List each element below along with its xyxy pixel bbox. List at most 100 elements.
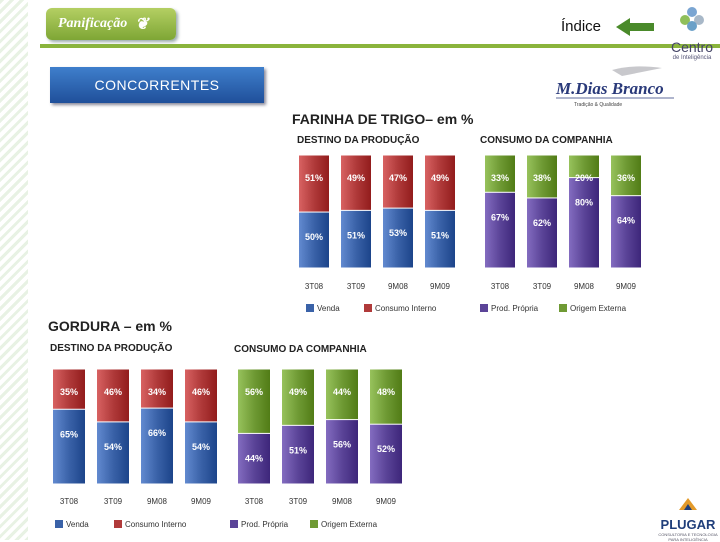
plugar-logo: PLUGAR CONSULTORIA E TECNOLOGIA PARA INT…: [656, 496, 720, 542]
bar-gordura-consumo-prod_propria-9M09: [370, 424, 402, 484]
flower-logo-icon: [680, 7, 704, 31]
bar-label-farinha-consumo-origem_externa-3T09: 38%: [533, 173, 551, 183]
bar-farinha-consumo-prod_propria-9M09: [611, 196, 641, 268]
bar-gordura-destino-venda-3T08: [53, 409, 85, 484]
section-tab-panificacao[interactable]: Panificação ❦: [46, 8, 176, 40]
bar-farinha-consumo-origem_externa-3T08: [485, 155, 515, 192]
tick-label-farinha-consumo-9M08: 9M08: [574, 282, 595, 291]
brand-logo-text: M.Dias Branco: [555, 79, 664, 98]
legend-label-farinha-origem_externa: Origem Externa: [570, 304, 627, 313]
back-arrow-icon[interactable]: [614, 16, 658, 38]
bar-farinha-destino-consumo_interno-3T08: [299, 155, 329, 212]
panel-subtitle-farinha-consumo: CONSUMO DA COMPANHIA: [480, 135, 613, 146]
section-tab-label: Panificação: [58, 16, 128, 31]
decorative-strip: [0, 0, 28, 540]
plugar-logo-sub: CONSULTORIA E TECNOLOGIA PARA INTELIGÊNC…: [658, 532, 718, 542]
bar-label-gordura-consumo-origem_externa-3T09: 49%: [289, 387, 307, 397]
bar-farinha-consumo-prod_propria-3T08: [485, 192, 515, 268]
brand-tagline: Tradição & Qualidade: [574, 102, 622, 108]
bar-label-gordura-destino-consumo_interno-9M08: 34%: [148, 387, 166, 397]
chart-title-farinha: FARINHA DE TRIGO– em %: [292, 111, 474, 127]
header-divider: [40, 44, 720, 48]
centro-logo-sub: de Inteligência: [672, 55, 712, 61]
tick-label-farinha-consumo-3T09: 3T09: [533, 282, 552, 291]
bar-label-farinha-destino-venda-3T08: 50%: [305, 232, 323, 242]
legend-swatch-farinha-venda: [306, 304, 314, 312]
bar-gordura-destino-venda-9M08: [141, 408, 173, 484]
slide-title-banner: CONCORRENTES: [50, 67, 264, 103]
legend-swatch-gordura-consumo_interno: [114, 520, 122, 528]
tick-label-gordura-consumo-9M09: 9M09: [376, 497, 397, 506]
tick-label-farinha-destino-3T09: 3T09: [347, 282, 366, 291]
legend-swatch-gordura-origem_externa: [310, 520, 318, 528]
bar-farinha-destino-consumo_interno-3T09: [341, 155, 371, 210]
legend-swatch-farinha-prod_propria: [480, 304, 488, 312]
bar-gordura-consumo-prod_propria-9M08: [326, 420, 358, 484]
bar-gordura-consumo-origem_externa-9M09: [370, 369, 402, 424]
bar-label-farinha-consumo-prod_propria-9M09: 64%: [617, 216, 635, 226]
legend-swatch-gordura-prod_propria: [230, 520, 238, 528]
bar-farinha-destino-consumo_interno-9M08: [383, 155, 413, 208]
bar-label-gordura-consumo-prod_propria-9M09: 52%: [377, 444, 395, 454]
legend-label-farinha-consumo_interno: Consumo Interno: [375, 304, 437, 313]
bar-label-farinha-consumo-prod_propria-9M08: 80%: [575, 198, 593, 208]
legend-swatch-farinha-origem_externa: [559, 304, 567, 312]
bar-label-farinha-destino-venda-9M08: 53%: [389, 228, 407, 238]
bar-label-gordura-destino-consumo_interno-3T09: 46%: [104, 387, 122, 397]
bar-label-gordura-destino-venda-3T08: 65%: [60, 429, 78, 439]
bar-label-gordura-consumo-prod_propria-3T09: 51%: [289, 445, 307, 455]
index-link[interactable]: Índice: [561, 18, 602, 35]
tick-label-gordura-destino-9M09: 9M09: [191, 497, 212, 506]
bar-label-gordura-destino-venda-9M09: 54%: [192, 442, 210, 452]
bar-gordura-consumo-origem_externa-3T08: [238, 369, 270, 433]
bar-farinha-destino-venda-3T08: [299, 212, 329, 268]
bar-label-farinha-destino-venda-9M09: 51%: [431, 230, 449, 240]
legend-label-gordura-venda: Venda: [66, 520, 89, 529]
tick-label-gordura-destino-3T09: 3T09: [104, 497, 123, 506]
tick-label-farinha-destino-3T08: 3T08: [305, 282, 324, 291]
tick-label-farinha-consumo-9M09: 9M09: [616, 282, 637, 291]
bar-label-gordura-consumo-prod_propria-9M08: 56%: [333, 440, 351, 450]
legend-swatch-gordura-venda: [55, 520, 63, 528]
bar-label-gordura-consumo-origem_externa-3T08: 56%: [245, 387, 263, 397]
bar-label-farinha-consumo-prod_propria-3T09: 62%: [533, 218, 551, 228]
tick-label-gordura-destino-3T08: 3T08: [60, 497, 79, 506]
bar-gordura-consumo-prod_propria-3T08: [238, 433, 270, 484]
bar-gordura-destino-venda-3T09: [97, 422, 129, 484]
bar-label-gordura-destino-venda-3T09: 54%: [104, 442, 122, 452]
plugar-logo-name: PLUGAR: [660, 517, 716, 532]
bar-label-farinha-destino-consumo_interno-9M08: 47%: [389, 173, 407, 183]
bar-label-gordura-destino-consumo_interno-3T08: 35%: [60, 387, 78, 397]
bar-farinha-consumo-prod_propria-3T09: [527, 198, 557, 268]
bar-farinha-consumo-origem_externa-9M09: [611, 155, 641, 196]
bar-label-farinha-consumo-prod_propria-3T08: 67%: [491, 212, 509, 222]
legend-label-gordura-origem_externa: Origem Externa: [321, 520, 378, 529]
dias-branco-logo: M.Dias Branco Tradição & Qualidade: [555, 66, 674, 108]
bar-farinha-consumo-origem_externa-3T09: [527, 155, 557, 198]
panel-subtitle-gordura-consumo: CONSUMO DA COMPANHIA: [234, 344, 367, 355]
bar-label-gordura-consumo-origem_externa-9M09: 48%: [377, 387, 395, 397]
tick-label-gordura-consumo-9M08: 9M08: [332, 497, 353, 506]
bar-label-farinha-consumo-origem_externa-9M09: 36%: [617, 173, 635, 183]
bar-label-gordura-destino-venda-9M08: 66%: [148, 428, 166, 438]
bar-farinha-consumo-origem_externa-9M08: [569, 155, 599, 178]
bar-farinha-destino-venda-9M08: [383, 208, 413, 268]
bar-label-gordura-consumo-origem_externa-9M08: 44%: [333, 387, 351, 397]
bar-label-gordura-consumo-prod_propria-3T08: 44%: [245, 453, 263, 463]
tick-label-gordura-consumo-3T08: 3T08: [245, 497, 264, 506]
bar-farinha-consumo-prod_propria-9M08: [569, 178, 599, 268]
wheat-icon: ❦: [135, 16, 149, 33]
bar-label-farinha-consumo-origem_externa-9M08: 20%: [575, 173, 593, 183]
plugar-logo-icon: [679, 498, 697, 510]
bar-label-farinha-destino-consumo_interno-9M09: 49%: [431, 173, 449, 183]
bar-label-farinha-destino-venda-3T09: 51%: [347, 230, 365, 240]
panel-subtitle-gordura-destino: DESTINO DA PRODUÇÃO: [50, 341, 173, 354]
tick-label-gordura-consumo-3T09: 3T09: [289, 497, 308, 506]
legend-label-gordura-consumo_interno: Consumo Interno: [125, 520, 187, 529]
bar-farinha-destino-consumo_interno-9M09: [425, 155, 455, 210]
bar-gordura-destino-venda-9M09: [185, 422, 217, 484]
bar-gordura-destino-consumo_interno-9M08: [141, 369, 173, 408]
bar-gordura-destino-consumo_interno-3T08: [53, 369, 85, 409]
bar-gordura-destino-consumo_interno-3T09: [97, 369, 129, 422]
tick-label-farinha-destino-9M08: 9M08: [388, 282, 409, 291]
